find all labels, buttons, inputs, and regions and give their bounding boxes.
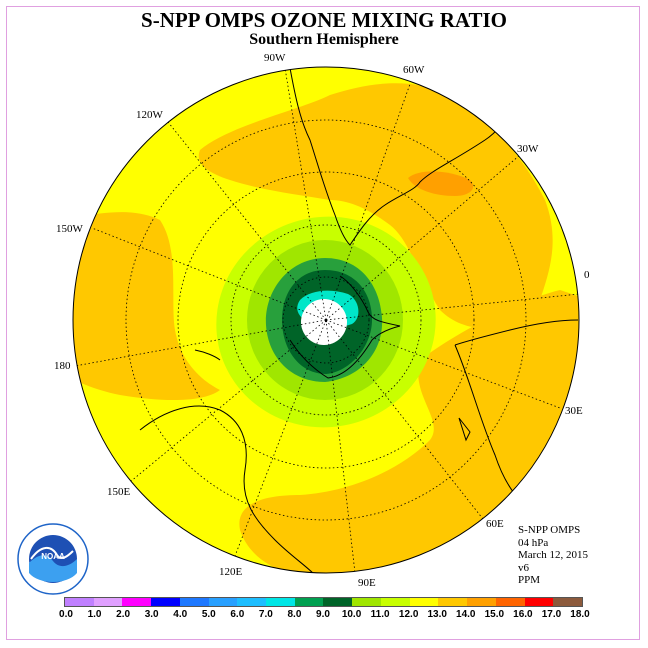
colorbar-swatch (237, 598, 267, 606)
lon-label-60w: 60W (403, 64, 425, 76)
polar-no-data (301, 299, 347, 345)
colorbar-tick-label: 3.0 (144, 609, 159, 620)
colorbar (64, 597, 583, 607)
colorbar-swatch (495, 598, 525, 606)
lon-label-90e: 90E (358, 577, 376, 589)
colorbar-tick-label: 14.0 (456, 609, 476, 620)
colorbar-tick-label: 4.0 (173, 609, 188, 620)
colorbar-swatch (151, 598, 180, 606)
south-pole-marker (324, 319, 328, 323)
colorbar-swatch (179, 598, 209, 606)
colorbar-swatch (409, 598, 439, 606)
colorbar-swatch (266, 598, 295, 606)
lon-label-180: 180 (54, 360, 71, 372)
colorbar-tick-label: 18.0 (570, 609, 590, 620)
colorbar-tick-label: 9.0 (316, 609, 330, 620)
colorbar-tick-label: 13.0 (427, 609, 447, 620)
colorbar-swatch (352, 598, 381, 606)
info-version: v6 (518, 561, 529, 574)
colorbar-swatch (380, 598, 410, 606)
colorbar-tick-label: 5.0 (201, 609, 216, 620)
colorbar-tick-label: 15.0 (484, 609, 505, 620)
colorbar-tick-label: 12.0 (398, 609, 419, 620)
info-units: PPM (518, 574, 541, 586)
lon-label-60e: 60E (486, 518, 504, 530)
colorbar-tick-label: 16.0 (513, 609, 533, 620)
colorbar-ticks: 0.0 1.0 2.0 3.0 4.0 5.0 6.0 7.0 8.0 9.0 10.0 11.0 12… (0, 609, 648, 623)
colorbar-tick-label: 11.0 (370, 609, 390, 620)
colorbar-swatch (93, 598, 123, 606)
map-boundary (72, 66, 580, 574)
lon-label-0: 0 (584, 269, 590, 281)
colorbar-swatch (122, 598, 152, 606)
colorbar-tick-label: 0.0 (59, 609, 73, 620)
info-instrument: S-NPP OMPS (518, 524, 581, 536)
field-13-14ppm-south-america (198, 83, 553, 329)
info-pressure-level: 04 hPa (518, 536, 549, 549)
colorbar-tick-label: 6.0 (230, 609, 245, 620)
lon-label-120w: 120W (136, 109, 163, 121)
map-title: S-NPP OMPS OZONE MIXING RATIO (141, 8, 507, 32)
field-13-14ppm-pacific (73, 212, 220, 400)
colorbar-tick-label: 2.0 (116, 609, 131, 620)
colorbar-tick-label: 1.0 (87, 609, 102, 620)
colorbar-tick-label: 8.0 (287, 609, 302, 620)
colorbar-tick-label: 10.0 (341, 609, 362, 620)
colorbar-swatch (467, 598, 496, 606)
lon-label-90w: 90W (264, 52, 286, 64)
product-info: S-NPP OMPS 04 hPa March 12, 2015 v6 PPM (518, 524, 588, 587)
colorbar-swatch (294, 598, 324, 606)
noaa-logo: NOAA (17, 523, 89, 595)
colorbar-swatch (208, 598, 238, 606)
colorbar-swatch (438, 598, 468, 606)
noaa-logo-text: NOAA (41, 552, 65, 561)
colorbar-swatch (323, 598, 353, 606)
lon-label-120e: 120E (219, 566, 243, 578)
colorbar-tick-label: 17.0 (541, 609, 562, 620)
lon-label-30w: 30W (517, 143, 539, 155)
image-frame (6, 6, 640, 640)
colorbar-tick-label: 7.0 (258, 609, 273, 620)
lon-label-150e: 150E (107, 486, 131, 498)
colorbar-swatch (524, 598, 554, 606)
lon-label-30e: 30E (565, 405, 583, 417)
map-subtitle: Southern Hemisphere (249, 31, 399, 48)
graticule (74, 67, 579, 573)
lon-label-150w: 150W (56, 223, 83, 235)
colorbar-swatch (65, 598, 94, 606)
coastlines (139, 67, 579, 573)
colorbar-swatch (553, 598, 582, 606)
info-date: March 12, 2015 (518, 549, 588, 561)
field-14-15ppm (408, 171, 474, 196)
